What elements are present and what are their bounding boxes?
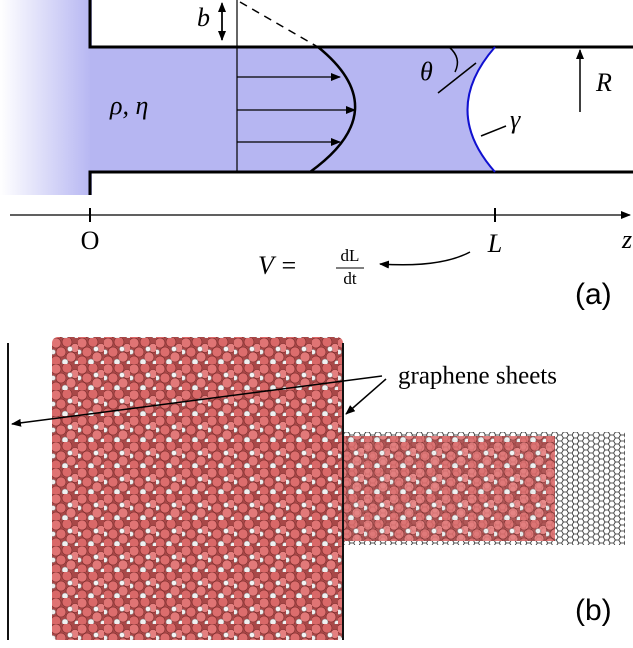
tag-a: (a) [575,278,612,311]
velocity-arrow [379,251,471,269]
water-reservoir [52,337,343,640]
angle-arc [448,46,459,73]
meniscus [466,46,496,173]
label-length: L [487,229,502,258]
tag-b: (b) [575,594,612,627]
label-origin: O [81,226,100,255]
annotation-arrow [11,375,383,427]
velocity-denominator: dt [343,269,357,288]
label-b: b [197,3,210,32]
velocity-lhs: V = [258,251,297,280]
label-z: z [621,225,632,254]
velocity-numerator: dL [341,246,360,265]
channel-walls [88,0,633,195]
panel-a: b θ R ρ, η γ O L z V = dL dt (a) [0,0,633,311]
reservoir [0,0,92,195]
tangent [437,62,477,94]
label-r: R [595,68,612,97]
label-gamma: γ [510,105,521,134]
gamma-pointer [480,125,507,137]
water-in-tube [343,436,555,541]
label-theta: θ [420,57,433,86]
annotation-arrow [345,378,387,415]
annotation: graphene sheets [398,363,557,390]
panel-b: graphene sheets (b) [7,337,625,640]
velocity-arrows [237,73,356,146]
slip-extrapolation [239,1,319,48]
label-fluid: ρ, η [109,91,148,120]
